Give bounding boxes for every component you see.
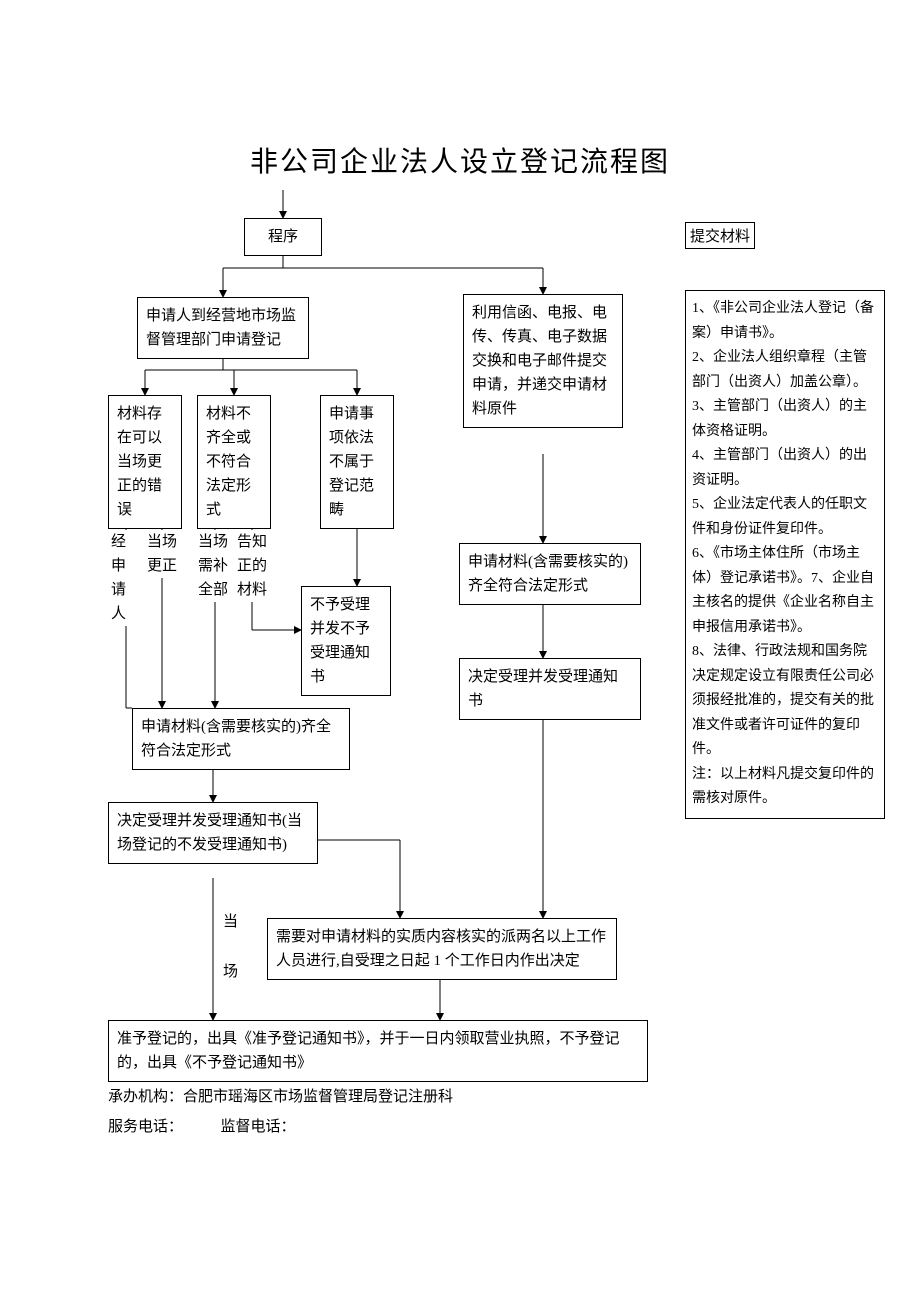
node-apply-in-person: 申请人到经营地市场监督管理部门申请登记 — [137, 297, 309, 359]
materials-item: 3、主管部门（出资人）的主体资格证明。 — [692, 395, 878, 444]
materials-box: 1、《非公司企业法人登记（备案）申请书》。 2、企业法人组织章程（主管部门（出资… — [685, 290, 885, 819]
label-on-spot-down1: 当 — [223, 910, 238, 934]
label-on-spot-correct: 当场更正 — [147, 530, 181, 578]
materials-item: 8、法律、行政法规和国务院决定规定设立有限责任公司必须报经批准的，提交有关的批准… — [692, 640, 878, 763]
node-not-in-scope: 申请事项依法不属于登记范畴 — [320, 395, 394, 529]
materials-item: 注：以上材料凡提交复印件的需核对原件。 — [692, 763, 878, 812]
materials-item: 1、《非公司企业法人登记（备案）申请书》。 — [692, 297, 878, 346]
materials-item: 5、企业法定代表人的任职文件和身份证件复印件。 — [692, 493, 878, 542]
materials-header: 提交材料 — [685, 222, 755, 249]
footer-agency: 承办机构：合肥市瑶海区市场监督管理局登记注册科 — [108, 1085, 453, 1106]
node-verify: 需要对申请材料的实质内容核实的派两名以上工作人员进行,自受理之日起 1 个工作日… — [267, 918, 617, 980]
label-on-spot-down2: 场 — [223, 960, 238, 984]
materials-item: 2、企业法人组织章程（主管部门（出资人）加盖公章）。 — [692, 346, 878, 395]
label-by-applicant: 经申请人 — [111, 530, 129, 626]
node-materials-ok-left: 申请材料(含需要核实的)齐全符合法定形式 — [132, 708, 350, 770]
node-material-incomplete: 材料不齐全或不符合法定形式 — [197, 395, 271, 529]
node-material-error: 材料存在可以当场更正的错误 — [108, 395, 182, 529]
label-inform-materials: 告知正的材料 — [237, 530, 271, 602]
node-accept-left: 决定受理并发受理通知书(当场登记的不发受理通知书) — [108, 802, 318, 864]
node-final: 准予登记的，出具《准予登记通知书》，并于一日内领取营业执照，不予登记的，出具《不… — [108, 1020, 648, 1082]
node-reject-notice: 不予受理并发不予受理通知书 — [301, 586, 391, 696]
node-procedure: 程序 — [244, 218, 322, 256]
node-accept-right: 决定受理并发受理通知书 — [459, 658, 641, 720]
footer-phones: 服务电话： 监督电话： — [108, 1115, 296, 1136]
materials-item: 4、主管部门（出资人）的出资证明。 — [692, 444, 878, 493]
page-title: 非公司企业法人设立登记流程图 — [0, 140, 920, 180]
label-on-spot-all: 当场需补全部 — [198, 530, 232, 602]
node-apply-remote: 利用信函、电报、电传、传真、电子数据交换和电子邮件提交申请，并递交申请材料原件 — [463, 294, 623, 428]
materials-item: 6、《市场主体住所（市场主体）登记承诺书》。7、企业自主核名的提供《企业名称自主… — [692, 542, 878, 640]
node-materials-ok-right: 申请材料(含需要核实的)齐全符合法定形式 — [459, 543, 641, 605]
